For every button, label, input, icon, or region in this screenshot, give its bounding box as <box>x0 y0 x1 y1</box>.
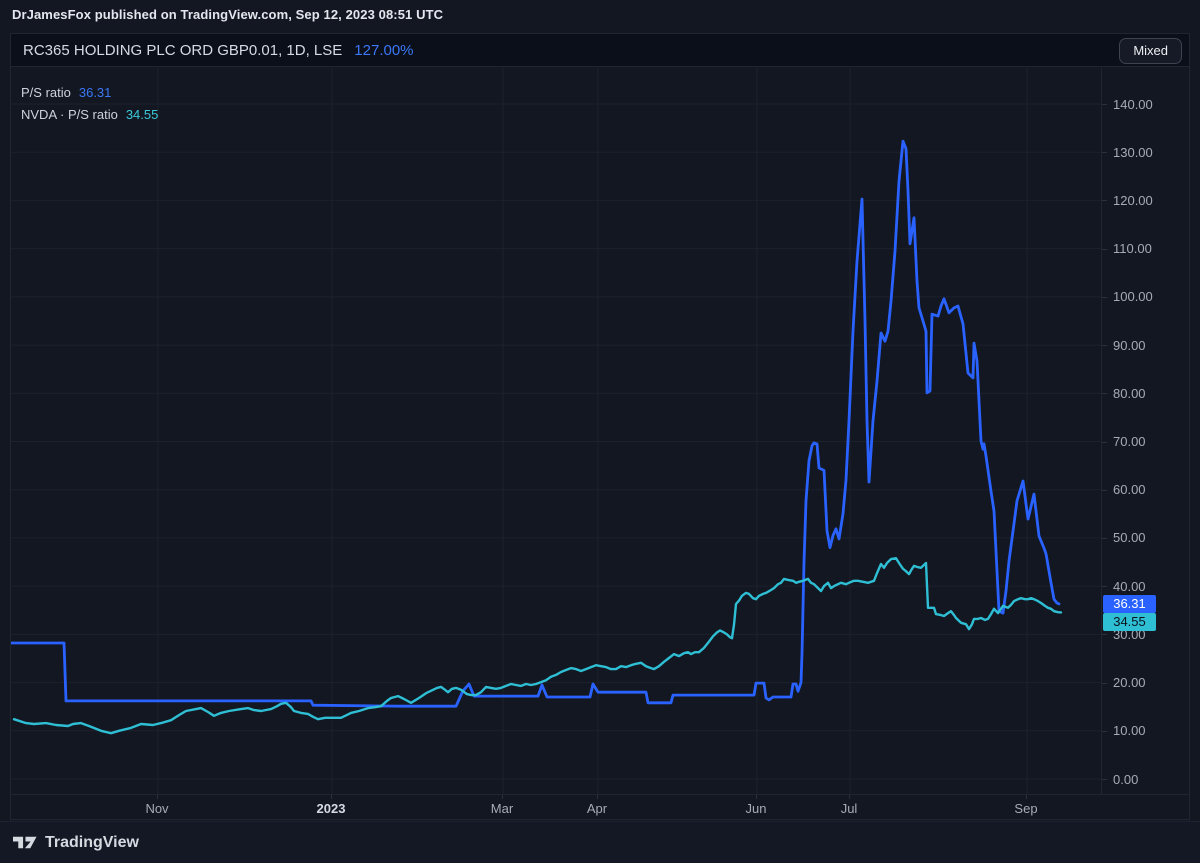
chart-widget: RC365 HOLDING PLC ORD GBP0.01, 1D, LSE 1… <box>9 33 1190 820</box>
change-percent: 127.00% <box>354 41 414 59</box>
price-axis-tick-mark <box>1102 489 1107 491</box>
price-label-nvda: 34.55 <box>1103 612 1156 631</box>
chart-plot-area[interactable]: P/S ratio 36.31 NVDA · P/S ratio 34.55 <box>9 68 1101 794</box>
legend-row-nvda[interactable]: NVDA · P/S ratio 34.55 <box>21 103 158 125</box>
price-axis-label: 90.00 <box>1113 337 1146 353</box>
time-axis-tick-mark <box>849 795 850 799</box>
series-line-rc365 <box>9 139 1061 708</box>
price-axis-tick-mark <box>1102 393 1107 395</box>
price-axis-label: 60.00 <box>1113 482 1146 498</box>
legend-row-rc365[interactable]: P/S ratio 36.31 <box>21 81 158 103</box>
time-axis-tick-mark <box>157 795 158 799</box>
time-axis-label: Jun <box>745 801 767 816</box>
legend-value-nvda: 34.55 <box>125 106 159 122</box>
price-axis-tick-mark <box>1102 248 1107 250</box>
price-axis-tick-mark <box>1102 441 1107 443</box>
price-axis-label: 10.00 <box>1113 723 1146 739</box>
price-axis-tick-mark <box>1102 152 1107 154</box>
price-axis-tick-mark <box>1102 537 1107 539</box>
price-axis-label: 130.00 <box>1113 144 1153 160</box>
time-axis-tick-mark <box>502 795 503 799</box>
chart-canvas <box>9 68 1101 794</box>
price-axis-label: 80.00 <box>1113 385 1146 401</box>
legend-label-rc365: P/S ratio <box>21 84 71 100</box>
legend-label-nvda: NVDA · P/S ratio <box>21 106 118 122</box>
time-axis-tick-mark <box>756 795 757 799</box>
price-axis-tick-mark <box>1102 779 1107 780</box>
time-axis-label: Sep <box>1014 801 1038 816</box>
price-axis-tick-mark <box>1102 730 1107 732</box>
price-axis-label: 0.00 <box>1113 771 1139 787</box>
price-axis-label: 20.00 <box>1113 675 1146 691</box>
price-axis-label: 40.00 <box>1113 578 1146 594</box>
byline: DrJamesFox published on TradingView.com,… <box>12 7 444 22</box>
price-axis-label: 100.00 <box>1113 289 1153 305</box>
price-axis-tick-mark <box>1102 586 1107 588</box>
time-axis-label: Mar <box>490 801 514 816</box>
price-axis-label: 110.00 <box>1113 241 1152 257</box>
mixed-button[interactable]: Mixed <box>1119 38 1182 64</box>
time-axis-label: Apr <box>586 801 608 816</box>
time-axis-tick-mark <box>331 795 332 799</box>
footer: TradingView <box>0 821 1200 863</box>
price-axis-tick-mark <box>1102 200 1107 202</box>
price-axis-tick-mark <box>1102 345 1107 347</box>
price-axis-label: 140.00 <box>1113 96 1153 112</box>
price-axis-tick-mark <box>1102 682 1107 684</box>
price-axis-tick-mark <box>1102 104 1107 105</box>
price-label-rc365: 36.31 <box>1103 594 1156 613</box>
symbol-title: RC365 HOLDING PLC ORD GBP0.01, 1D, LSE <box>23 41 343 59</box>
time-axis-label: Nov <box>145 801 169 816</box>
price-axis-tick-mark <box>1102 634 1107 636</box>
price-axis-label: 120.00 <box>1113 192 1153 208</box>
price-axis-label: 70.00 <box>1113 434 1146 449</box>
time-axis-tick-mark <box>597 795 598 799</box>
series-legend: P/S ratio 36.31 NVDA · P/S ratio 34.55 <box>21 81 158 125</box>
time-axis-label: 2023 <box>316 801 346 816</box>
time-axis[interactable]: Nov 2023 Mar Apr Jun Jul Sep <box>11 794 1189 820</box>
price-axis-tick-mark <box>1102 296 1107 298</box>
title-bar: RC365 HOLDING PLC ORD GBP0.01, 1D, LSE 1… <box>11 34 1189 67</box>
time-axis-label: Jul <box>840 801 858 816</box>
series-line-nvda <box>12 557 1063 735</box>
legend-value-rc365: 36.31 <box>78 84 112 100</box>
time-axis-tick-mark <box>1026 795 1027 799</box>
tradingview-logo-icon <box>13 836 37 849</box>
price-axis[interactable]: 0.00 10.00 20.00 30.00 40.00 50.00 60.00 70.00 8… <box>1101 68 1189 794</box>
price-axis-label: 50.00 <box>1113 530 1146 546</box>
tradingview-brand[interactable]: TradingView <box>45 833 139 851</box>
